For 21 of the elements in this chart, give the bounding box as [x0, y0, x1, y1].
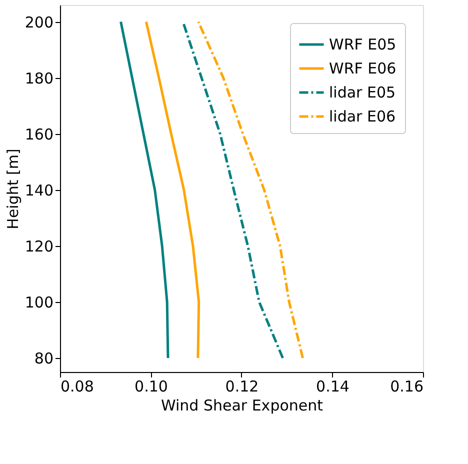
- y-tick-label: 80: [34, 349, 54, 368]
- x-axis-title: Wind Shear Exponent: [160, 396, 324, 414]
- y-tick-label: 100: [24, 293, 54, 312]
- x-tick-label: 0.08: [60, 378, 94, 396]
- legend-label: lidar E06: [329, 108, 396, 126]
- y-tick-label: 120: [24, 237, 54, 256]
- y-axis-title: Height [m]: [4, 148, 22, 230]
- x-tick-label: 0.16: [390, 378, 424, 396]
- x-tick-label: 0.12: [225, 378, 259, 396]
- legend-label: WRF E05: [329, 36, 396, 54]
- y-tick-label: 200: [24, 13, 54, 32]
- line-series: [120, 20, 170, 360]
- legend-label: lidar E05: [329, 84, 396, 102]
- y-tick-label: 180: [24, 69, 54, 88]
- x-tick-label: 0.10: [134, 378, 168, 396]
- y-tick-label: 160: [24, 125, 54, 144]
- line-series: [197, 20, 304, 360]
- y-tick-label: 140: [24, 181, 54, 200]
- line-series: [144, 20, 200, 360]
- x-tick-label: 0.14: [316, 378, 350, 396]
- legend-label: WRF E06: [329, 60, 396, 78]
